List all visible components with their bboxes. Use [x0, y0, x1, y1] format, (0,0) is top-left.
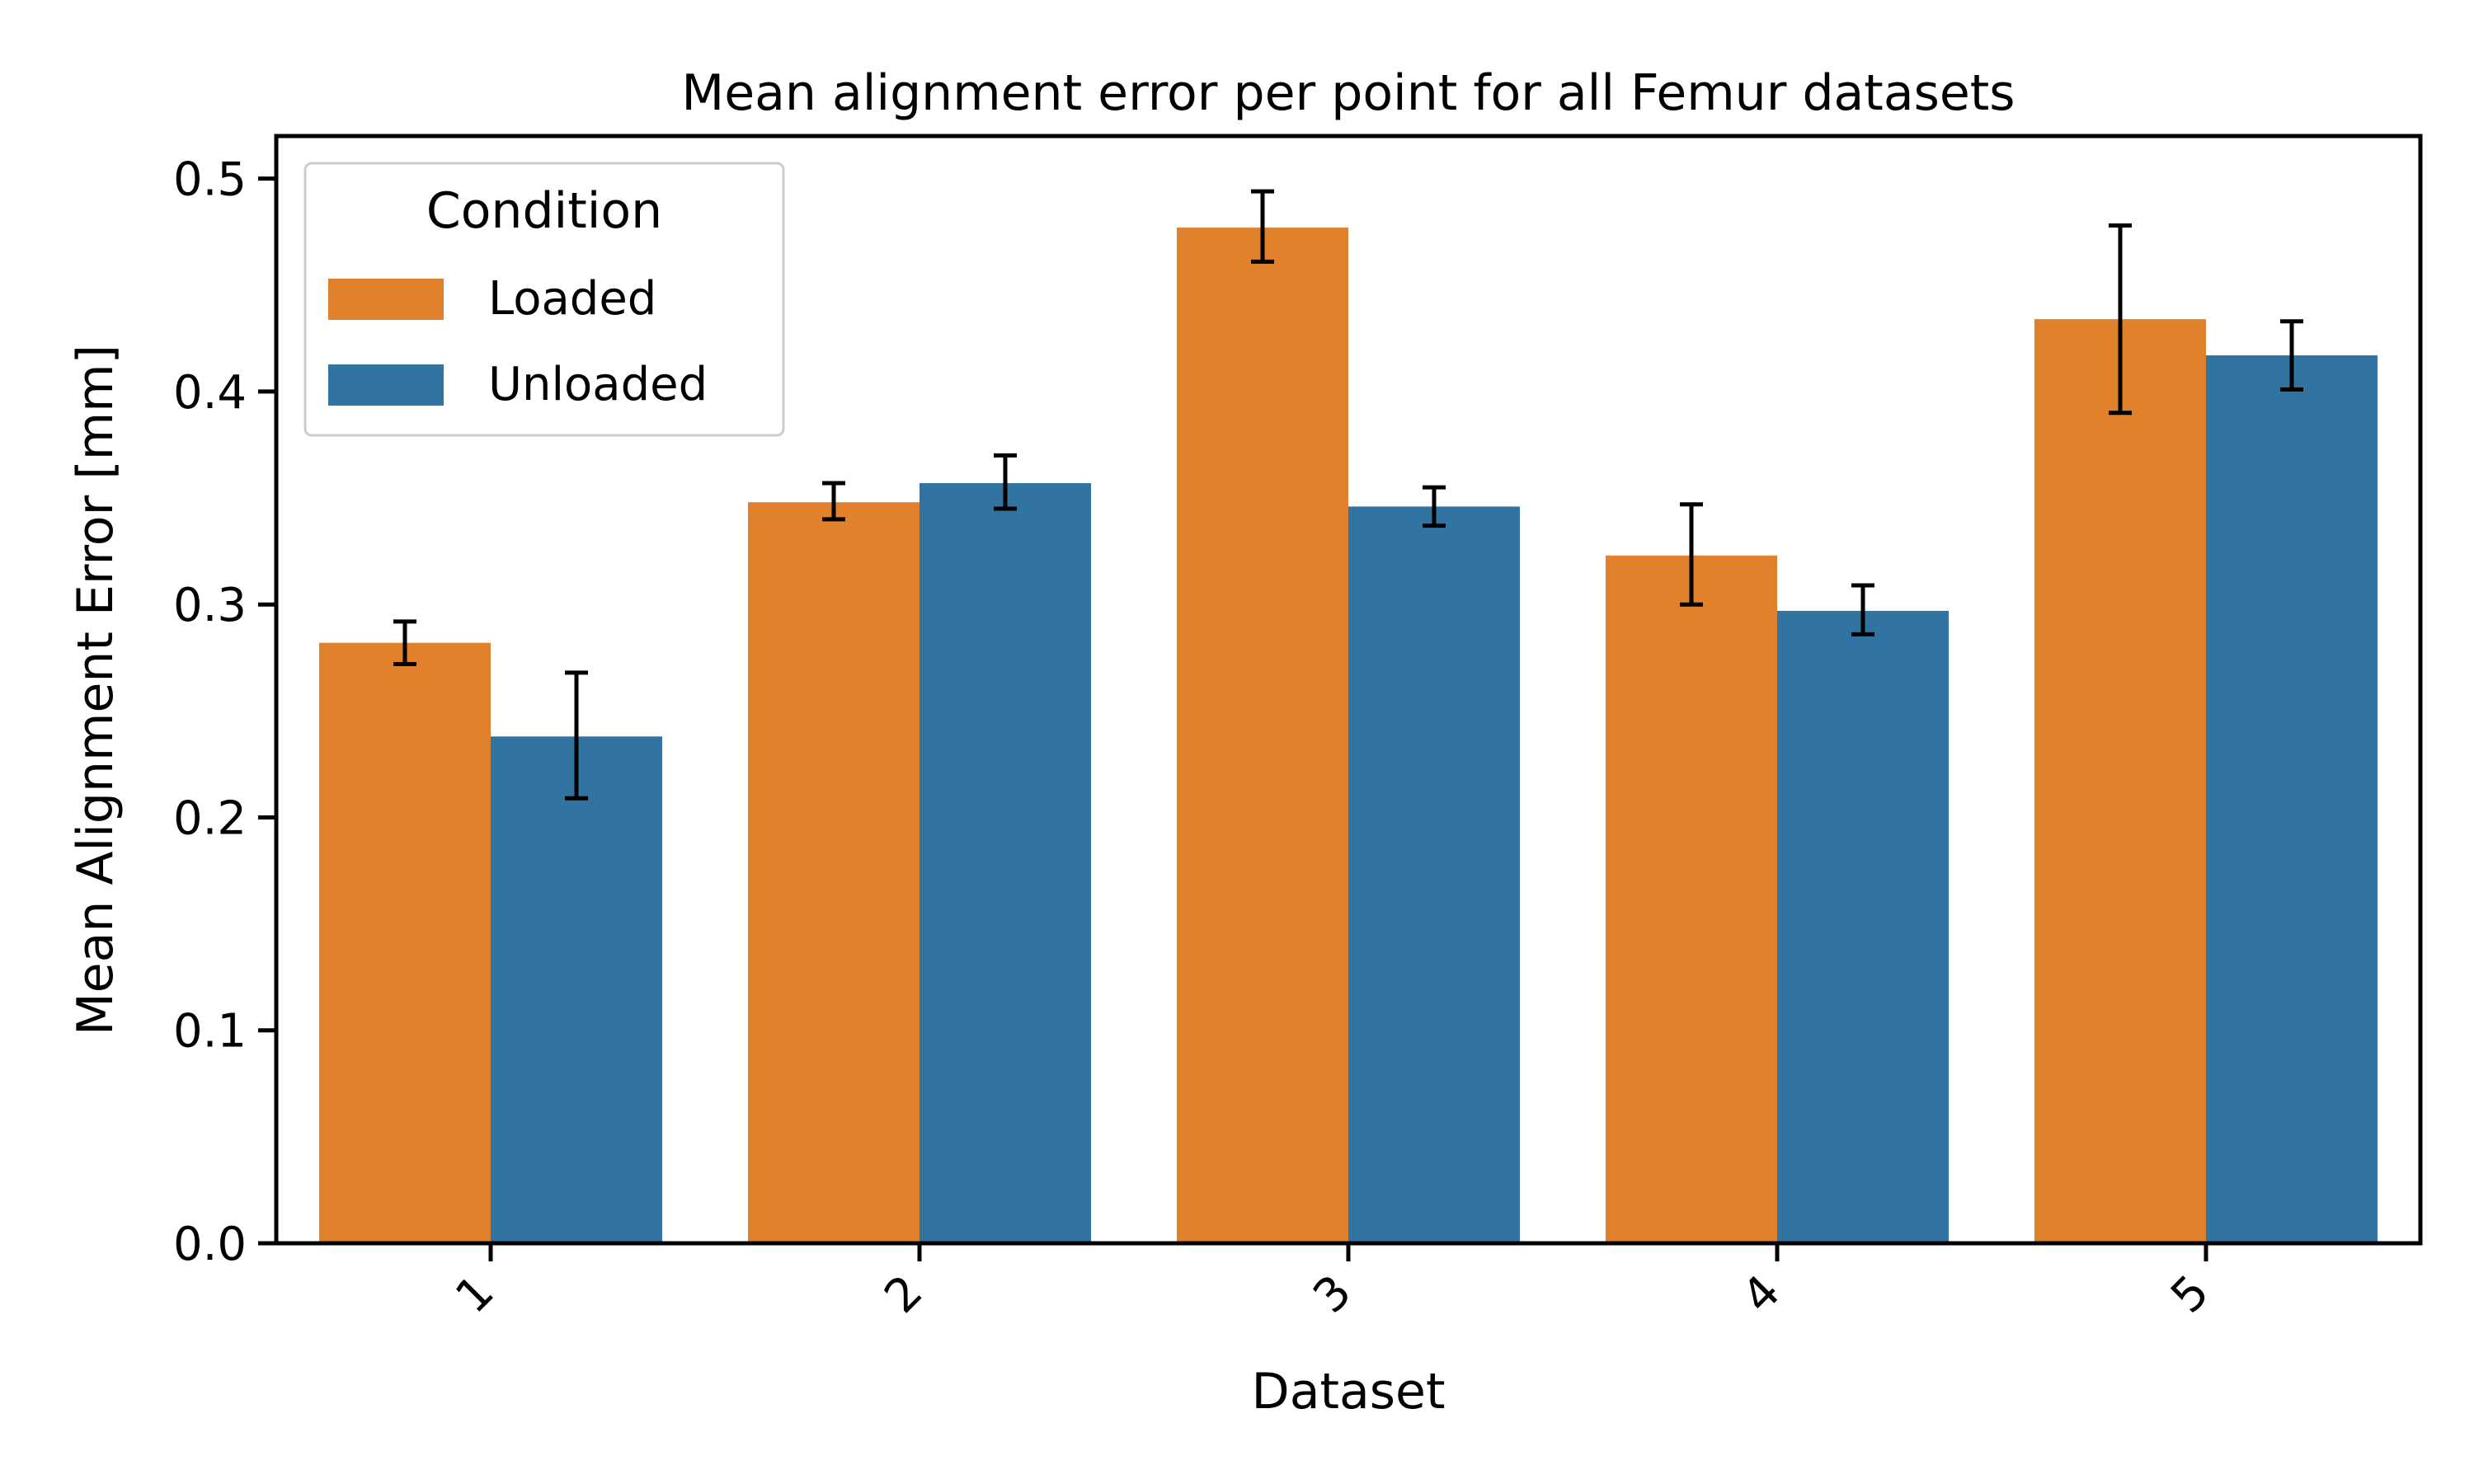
plot-area: 0.0 0.1 0.2 0.3 0.4 0.5 1 2 3 4 5: [173, 134, 2423, 1324]
bar-loaded-2: [748, 502, 920, 1243]
y-tick-label: 0.0: [173, 1218, 247, 1271]
y-tick-label: 0.2: [173, 791, 247, 845]
y-axis-label: Mean Alignment Error [mm]: [67, 345, 125, 1036]
legend-swatch-unloaded: [328, 364, 444, 406]
legend-title: Condition: [426, 182, 662, 240]
bar-unloaded-4: [1777, 610, 1949, 1243]
bar-unloaded-1: [491, 736, 662, 1243]
y-tick-label: 0.3: [173, 579, 247, 632]
x-tick-label: 5: [2161, 1265, 2219, 1323]
chart-title: Mean alignment error per point for all F…: [681, 64, 2015, 122]
bar-unloaded-3: [1348, 506, 1520, 1243]
x-tick-label: 1: [445, 1265, 504, 1323]
y-tick-label: 0.4: [173, 366, 247, 420]
bar-unloaded-2: [920, 482, 1091, 1243]
x-tick-label: 3: [1303, 1265, 1362, 1323]
y-tick-label: 0.5: [173, 153, 247, 207]
legend-label-loaded: Loaded: [488, 272, 656, 326]
legend-swatch-loaded: [328, 279, 444, 320]
bar-loaded-5: [2034, 319, 2206, 1243]
bar-unloaded-5: [2206, 355, 2378, 1243]
x-axis-label: Dataset: [1252, 1363, 1446, 1421]
bar-loaded-3: [1177, 228, 1348, 1243]
x-tick-label: 4: [1732, 1265, 1790, 1323]
y-tick-label: 0.1: [173, 1005, 247, 1059]
legend-label-unloaded: Unloaded: [488, 358, 708, 411]
bar-loaded-4: [1606, 555, 1777, 1243]
bar-loaded-1: [319, 642, 491, 1243]
legend: Condition Loaded Unloaded: [303, 162, 785, 437]
x-tick-label: 2: [874, 1265, 933, 1323]
